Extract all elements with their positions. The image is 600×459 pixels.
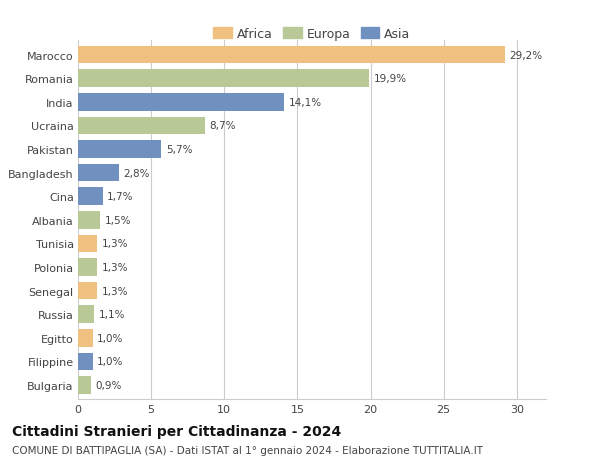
Text: 8,7%: 8,7%	[209, 121, 236, 131]
Bar	[78, 353, 92, 370]
Legend: Africa, Europa, Asia: Africa, Europa, Asia	[214, 28, 410, 41]
Text: Cittadini Stranieri per Cittadinanza - 2024: Cittadini Stranieri per Cittadinanza - 2…	[12, 425, 341, 438]
Text: 19,9%: 19,9%	[373, 74, 407, 84]
Text: 1,3%: 1,3%	[101, 239, 128, 249]
Text: 1,5%: 1,5%	[104, 215, 131, 225]
Text: 2,8%: 2,8%	[124, 168, 150, 178]
Bar	[78, 188, 103, 206]
Text: 1,0%: 1,0%	[97, 333, 124, 343]
Bar	[78, 258, 97, 276]
Text: 1,7%: 1,7%	[107, 192, 134, 202]
Text: 1,3%: 1,3%	[101, 286, 128, 296]
Bar	[78, 141, 161, 158]
Bar	[78, 376, 91, 394]
Text: 1,0%: 1,0%	[97, 357, 124, 367]
Text: COMUNE DI BATTIPAGLIA (SA) - Dati ISTAT al 1° gennaio 2024 - Elaborazione TUTTIT: COMUNE DI BATTIPAGLIA (SA) - Dati ISTAT …	[12, 445, 483, 455]
Text: 5,7%: 5,7%	[166, 145, 192, 155]
Text: 1,3%: 1,3%	[101, 263, 128, 273]
Bar	[78, 164, 119, 182]
Bar	[78, 329, 92, 347]
Text: 1,1%: 1,1%	[98, 309, 125, 319]
Text: 29,2%: 29,2%	[509, 50, 542, 61]
Bar	[78, 282, 97, 300]
Bar	[78, 117, 205, 135]
Bar	[78, 306, 94, 324]
Bar	[78, 47, 505, 64]
Bar	[78, 70, 369, 88]
Bar	[78, 235, 97, 253]
Bar	[78, 212, 100, 229]
Text: 0,9%: 0,9%	[95, 380, 122, 390]
Bar	[78, 94, 284, 112]
Text: 14,1%: 14,1%	[289, 98, 322, 107]
